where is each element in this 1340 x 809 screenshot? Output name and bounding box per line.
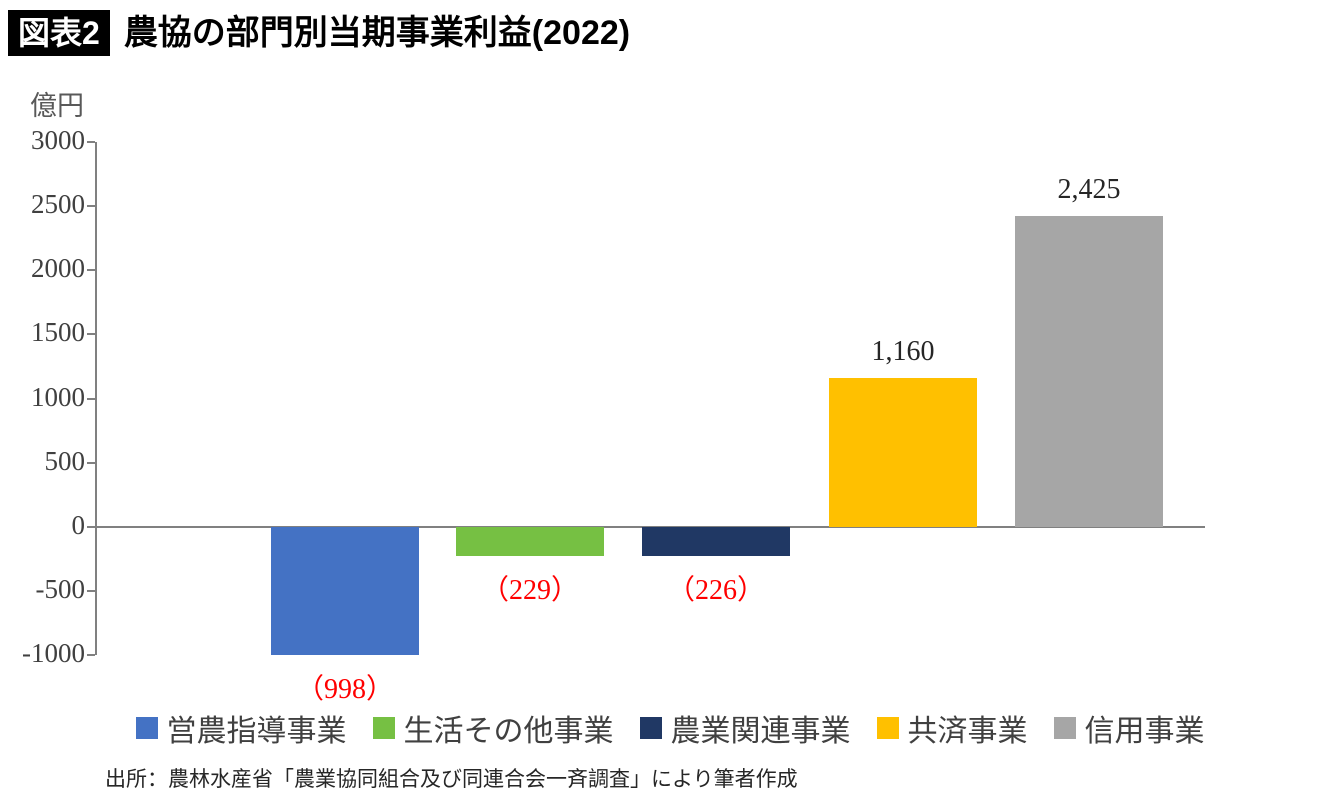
y-axis-tick-mark bbox=[87, 589, 95, 592]
y-axis-tick-mark bbox=[87, 654, 95, 656]
bar bbox=[1015, 215, 1163, 527]
bar-value-label: （226） bbox=[666, 574, 765, 606]
bar-value-label: 1,160 bbox=[871, 335, 935, 367]
y-axis-tick-mark bbox=[87, 141, 95, 143]
page-title: 農協の部門別当期事業利益(2022) bbox=[123, 13, 631, 52]
legend-label: 信用事業 bbox=[1084, 715, 1205, 748]
legend-swatch-icon bbox=[1053, 717, 1076, 739]
bar-value-label: 2,425 bbox=[1057, 173, 1121, 205]
chart-legend: 営農指導事業 生活その他事業 農業関連事業 共済事業 信用事業 bbox=[0, 706, 1340, 750]
bar bbox=[456, 526, 604, 557]
figure-badge: 図表2 bbox=[8, 10, 110, 56]
y-axis-tick-label: -1000 bbox=[22, 638, 85, 668]
y-axis-tick-mark bbox=[87, 269, 95, 272]
y-axis-tick-mark bbox=[87, 333, 95, 336]
bar bbox=[271, 526, 419, 655]
bar-value-label: （998） bbox=[295, 673, 394, 705]
y-axis-unit-label: 億円 bbox=[30, 91, 84, 121]
y-axis-tick-mark bbox=[87, 397, 95, 400]
legend-item: 信用事業 bbox=[1053, 706, 1205, 750]
figure-header: 図表2 農協の部門別当期事業利益(2022) bbox=[8, 10, 630, 56]
legend-label: 農業関連事業 bbox=[670, 715, 851, 748]
legend-label: 営農指導事業 bbox=[166, 715, 347, 748]
y-axis-tick-mark bbox=[87, 525, 95, 528]
y-axis-tick-label: 2500 bbox=[31, 189, 85, 220]
legend-item: 営農指導事業 bbox=[135, 706, 347, 750]
y-axis-tick-mark bbox=[87, 205, 95, 208]
bar bbox=[642, 526, 790, 556]
y-axis-tick-label: 1000 bbox=[31, 381, 85, 412]
y-axis-tick-label: 3000 bbox=[31, 125, 85, 155]
legend-swatch-icon bbox=[135, 717, 158, 739]
y-axis-tick-label: 1500 bbox=[31, 317, 85, 348]
legend-item: 生活その他事業 bbox=[372, 706, 614, 750]
legend-swatch-icon bbox=[876, 717, 899, 739]
legend-swatch-icon bbox=[639, 717, 662, 739]
legend-item: 共済事業 bbox=[876, 706, 1028, 750]
legend-label: 生活その他事業 bbox=[403, 715, 614, 748]
y-axis-line bbox=[95, 142, 97, 655]
y-axis-tick-label: 500 bbox=[44, 445, 86, 476]
bar-value-label: （229） bbox=[480, 575, 579, 607]
y-axis-tick-mark bbox=[87, 461, 95, 464]
bar bbox=[829, 377, 977, 527]
source-text: 出所：農林水産省「農業協同組合及び同連合会一斉調査」により筆者作成 bbox=[105, 767, 798, 791]
y-axis-tick-label: 0 bbox=[71, 509, 86, 540]
y-axis-tick-label: -500 bbox=[35, 573, 86, 604]
legend-item: 農業関連事業 bbox=[639, 706, 851, 750]
y-axis-tick-label: 2000 bbox=[31, 253, 85, 284]
legend-label: 共済事業 bbox=[907, 715, 1028, 748]
legend-swatch-icon bbox=[372, 717, 395, 739]
